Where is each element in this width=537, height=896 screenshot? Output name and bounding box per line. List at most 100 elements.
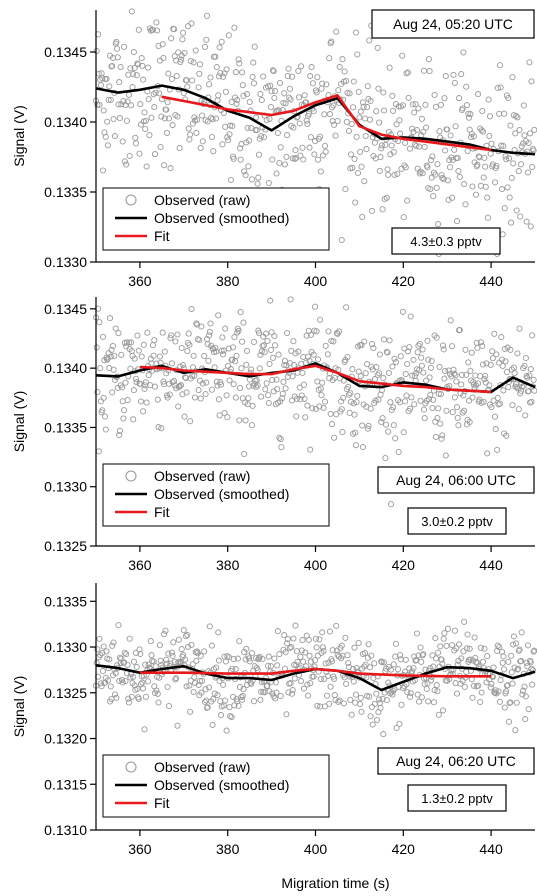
raw-point xyxy=(464,631,471,638)
timestamp-label: Aug 24, 06:00 UTC xyxy=(396,472,516,488)
raw-point xyxy=(177,58,184,66)
raw-point xyxy=(273,170,280,177)
raw-point xyxy=(201,43,208,50)
raw-point xyxy=(198,323,205,330)
raw-point xyxy=(496,400,503,407)
timestamp-box xyxy=(377,747,535,775)
raw-point xyxy=(461,181,468,188)
raw-point xyxy=(441,375,448,382)
raw-point xyxy=(145,96,152,103)
raw-point xyxy=(100,643,107,650)
raw-point xyxy=(321,111,328,118)
raw-point xyxy=(351,411,358,418)
raw-point xyxy=(139,62,146,69)
raw-point xyxy=(426,374,433,381)
raw-point xyxy=(362,132,369,140)
raw-point xyxy=(325,328,332,335)
raw-point xyxy=(136,646,143,653)
raw-point xyxy=(222,88,229,95)
raw-point xyxy=(206,328,213,335)
raw-point xyxy=(144,64,152,71)
raw-point xyxy=(248,176,255,183)
raw-point xyxy=(142,379,149,386)
raw-point xyxy=(131,64,138,72)
raw-point xyxy=(189,77,196,84)
raw-point xyxy=(262,386,269,393)
raw-point xyxy=(229,123,236,130)
raw-point xyxy=(277,436,284,443)
raw-point xyxy=(199,138,206,145)
raw-point xyxy=(251,43,258,50)
raw-point xyxy=(239,82,246,89)
raw-point xyxy=(233,100,240,107)
raw-point xyxy=(288,73,296,80)
raw-point xyxy=(327,683,334,690)
raw-point xyxy=(512,130,519,137)
raw-point xyxy=(517,213,524,220)
raw-point xyxy=(434,688,441,695)
raw-point xyxy=(522,693,529,700)
raw-point xyxy=(412,657,419,664)
raw-point xyxy=(507,346,514,353)
x-tick-label: 420 xyxy=(392,557,416,573)
legend-fit-label: Fit xyxy=(154,228,170,244)
raw-point xyxy=(335,87,342,94)
raw-point xyxy=(354,51,361,58)
raw-point xyxy=(319,152,326,159)
raw-point xyxy=(167,165,174,172)
raw-point xyxy=(489,348,496,355)
raw-point xyxy=(383,348,390,355)
raw-point xyxy=(110,639,117,646)
y-tick-label: 0.1330 xyxy=(44,254,87,270)
raw-point xyxy=(229,344,237,351)
raw-point xyxy=(313,89,320,96)
raw-point xyxy=(262,330,270,337)
raw-point xyxy=(463,371,470,378)
raw-point xyxy=(255,174,262,181)
raw-point xyxy=(232,666,239,673)
raw-point xyxy=(312,303,319,310)
raw-point xyxy=(383,697,390,704)
raw-point xyxy=(216,44,223,51)
raw-point xyxy=(364,425,371,432)
raw-point xyxy=(108,346,115,354)
raw-point xyxy=(390,107,397,114)
raw-point xyxy=(503,156,510,163)
raw-point xyxy=(456,326,463,334)
raw-point xyxy=(97,398,104,405)
raw-point xyxy=(210,695,217,703)
raw-point xyxy=(324,672,331,680)
raw-point xyxy=(404,69,411,76)
raw-point xyxy=(357,108,364,115)
raw-point xyxy=(486,113,494,120)
raw-point xyxy=(94,389,101,396)
raw-point xyxy=(196,61,204,68)
raw-point xyxy=(377,704,384,711)
raw-point xyxy=(333,622,340,629)
raw-point xyxy=(491,413,499,420)
raw-point xyxy=(178,344,185,352)
concentration-box xyxy=(407,507,507,535)
raw-point xyxy=(246,98,253,106)
y-tick-label: 0.1325 xyxy=(44,538,87,554)
raw-point xyxy=(117,659,124,667)
raw-point xyxy=(383,194,390,201)
raw-point xyxy=(424,680,431,687)
raw-point xyxy=(340,394,347,401)
raw-point xyxy=(364,104,371,111)
raw-point xyxy=(168,35,175,42)
raw-point xyxy=(122,379,129,386)
raw-point xyxy=(272,342,279,349)
raw-point xyxy=(265,399,272,407)
raw-point xyxy=(218,38,225,45)
legend: Observed (raw) Observed (smoothed) Fit xyxy=(102,754,330,818)
raw-point xyxy=(526,372,533,379)
raw-point xyxy=(425,56,432,63)
raw-point xyxy=(188,641,195,648)
raw-point xyxy=(420,369,427,376)
raw-point xyxy=(388,142,395,149)
raw-point xyxy=(176,145,183,152)
raw-point xyxy=(177,56,185,63)
raw-point xyxy=(156,90,163,97)
raw-point xyxy=(114,54,121,61)
